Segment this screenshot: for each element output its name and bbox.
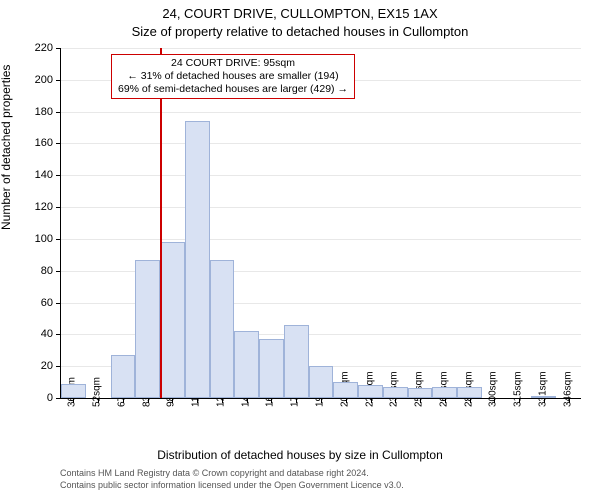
y-tick-label: 200	[23, 74, 53, 86]
histogram-bar	[457, 387, 482, 398]
chart-plot-area: 24 COURT DRIVE: 95sqm ← 31% of detached …	[60, 48, 581, 399]
page-title-line1: 24, COURT DRIVE, CULLOMPTON, EX15 1AX	[0, 6, 600, 21]
page-title-line2: Size of property relative to detached ho…	[0, 24, 600, 39]
y-tick-label: 80	[23, 265, 53, 277]
annotation-line2: ← 31% of detached houses are smaller (19…	[118, 70, 348, 83]
histogram-bar	[210, 260, 235, 398]
y-tick-label: 0	[23, 392, 53, 404]
histogram-bar	[259, 339, 284, 398]
y-axis-label: Number of detached properties	[0, 65, 13, 230]
histogram-bar	[234, 331, 259, 398]
histogram-bar	[333, 382, 358, 398]
histogram-bar	[284, 325, 309, 398]
histogram-bar	[309, 366, 334, 398]
y-tick-label: 60	[23, 297, 53, 309]
y-tick-label: 180	[23, 106, 53, 118]
histogram-bar	[61, 384, 86, 398]
histogram-bar	[408, 388, 433, 398]
histogram-bar	[135, 260, 160, 398]
y-tick-label: 20	[23, 360, 53, 372]
y-tick-label: 220	[23, 42, 53, 54]
annotation-line1: 24 COURT DRIVE: 95sqm	[118, 57, 348, 70]
histogram-bar	[160, 242, 185, 398]
annotation-line3: 69% of semi-detached houses are larger (…	[118, 83, 348, 96]
histogram-bar	[185, 121, 210, 398]
y-tick-label: 140	[23, 169, 53, 181]
y-tick-label: 120	[23, 201, 53, 213]
y-tick-label: 100	[23, 233, 53, 245]
histogram-bar	[383, 387, 408, 398]
y-tick-label: 160	[23, 137, 53, 149]
y-tick-label: 40	[23, 328, 53, 340]
annotation-box: 24 COURT DRIVE: 95sqm ← 31% of detached …	[111, 54, 355, 99]
histogram-bar	[531, 396, 556, 398]
histogram-bar	[111, 355, 136, 398]
histogram-bar	[358, 385, 383, 398]
footnote-line1: Contains HM Land Registry data © Crown c…	[60, 468, 580, 479]
footnote-line2: Contains public sector information licen…	[60, 480, 580, 491]
histogram-bar	[432, 387, 457, 398]
reference-line	[160, 48, 162, 398]
x-axis-label: Distribution of detached houses by size …	[0, 448, 600, 462]
